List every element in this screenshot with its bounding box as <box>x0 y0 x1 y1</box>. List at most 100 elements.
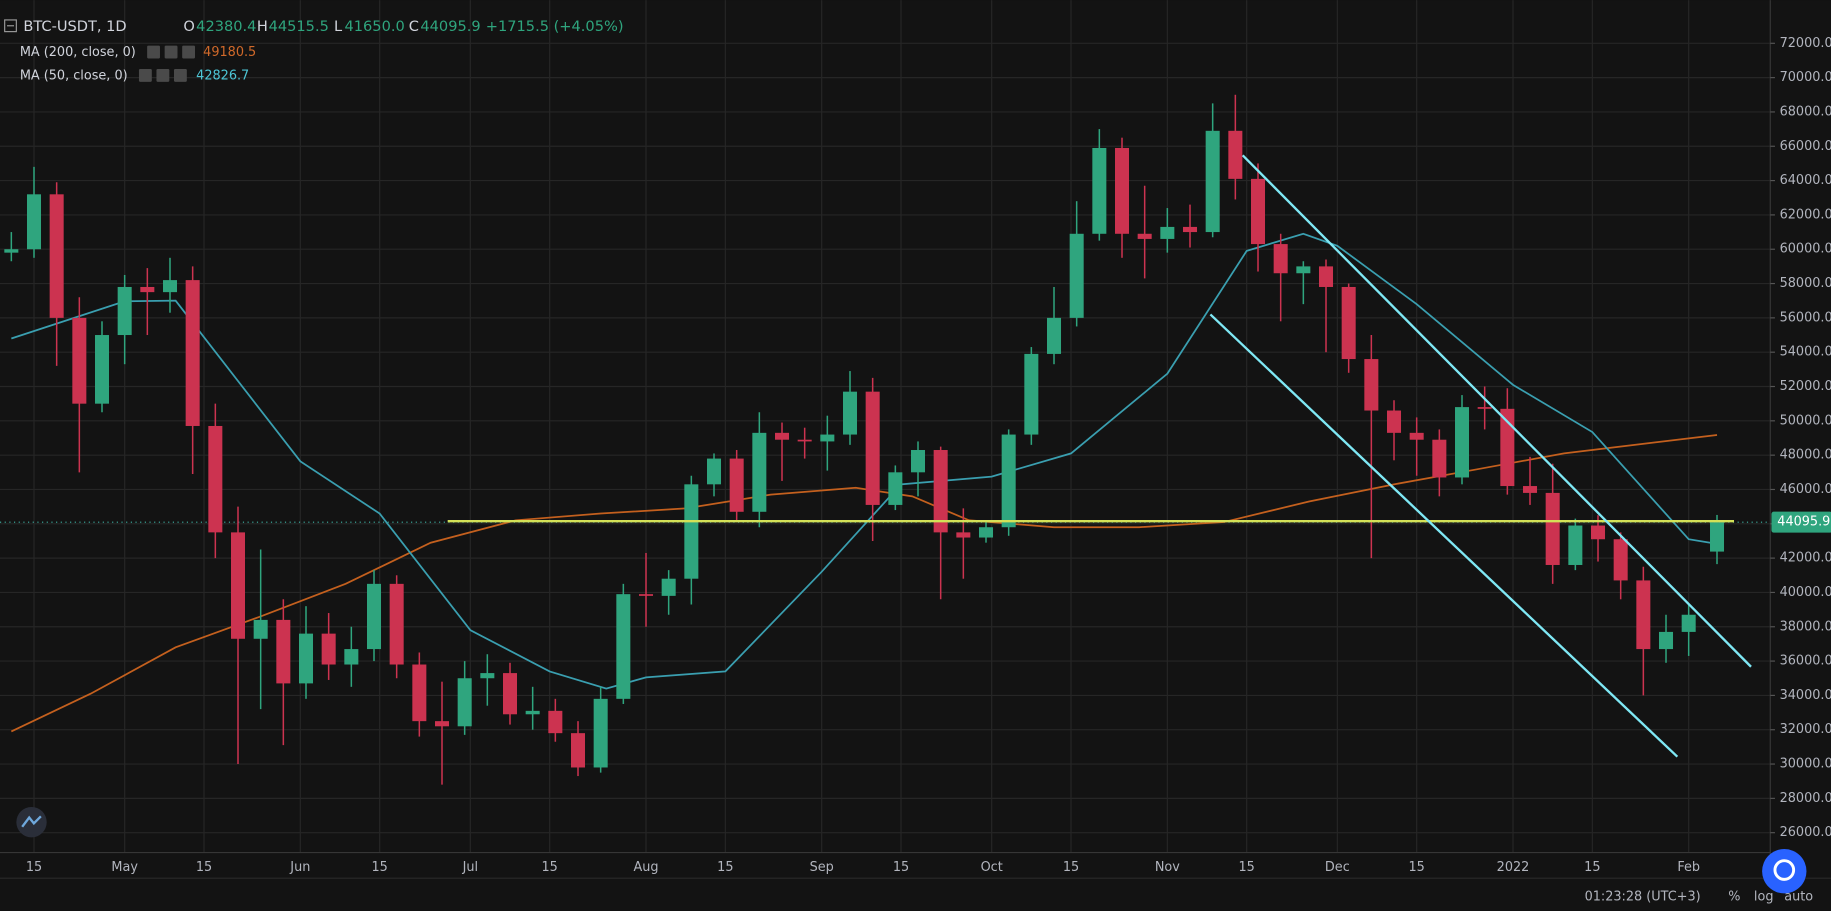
candle-body <box>1228 130 1243 179</box>
open-value: 42380.4 <box>196 18 256 35</box>
y-tick-label: 38000.0 <box>1780 619 1831 634</box>
candle-body <box>366 583 382 650</box>
candle-body <box>298 633 314 684</box>
x-tick-label: Feb <box>1677 860 1700 875</box>
candle-body <box>752 432 767 512</box>
candle-body <box>230 532 246 639</box>
settings-button[interactable] <box>138 68 152 82</box>
y-tick-label: 46000.0 <box>1780 482 1831 497</box>
trend-line <box>1209 313 1679 758</box>
candle-body <box>1205 130 1220 233</box>
auto-toggle[interactable]: auto <box>1784 889 1813 904</box>
y-tick-label: 62000.0 <box>1780 207 1831 222</box>
percent-toggle[interactable]: % <box>1728 889 1740 904</box>
axes: 26000.0 28000.0 30000.0 32000.0 34000.0 36000… <box>26 36 1831 875</box>
close-value: 44095.9 <box>420 18 480 35</box>
candle-body <box>1273 244 1288 274</box>
indicator-name[interactable]: MA (50, close, 0) <box>20 68 128 83</box>
indicator-name[interactable]: MA (200, close, 0) <box>20 45 136 60</box>
candle-body <box>1069 233 1084 318</box>
candle-body <box>684 484 699 579</box>
candle-body <box>1364 359 1379 411</box>
candle-body <box>774 432 790 440</box>
candle-body <box>1432 439 1447 478</box>
y-tick-label: 32000.0 <box>1780 722 1831 737</box>
settings-button[interactable] <box>147 45 160 59</box>
x-tick-label: May <box>111 860 138 875</box>
y-tick-label: 52000.0 <box>1780 379 1831 394</box>
candle-body <box>253 619 268 639</box>
candle-body <box>4 249 19 253</box>
x-tick-label: Jun <box>289 860 310 875</box>
x-tick-label: 15 <box>1063 860 1079 875</box>
y-tick-label: 58000.0 <box>1780 276 1831 291</box>
candle-body <box>593 698 608 768</box>
candle-body <box>502 673 518 715</box>
indicator-buttons <box>138 68 187 82</box>
indicator-buttons <box>147 45 196 59</box>
source-button[interactable] <box>164 45 178 59</box>
candle-body <box>1387 410 1402 433</box>
candle-body <box>797 439 812 442</box>
candle-body <box>185 280 200 426</box>
y-tick-label: 66000.0 <box>1780 139 1831 154</box>
y-tick-label: 40000.0 <box>1780 585 1831 600</box>
trend-line <box>1241 154 1752 668</box>
y-tick-label: 30000.0 <box>1780 757 1831 772</box>
source-button[interactable] <box>156 68 170 82</box>
chat-button[interactable] <box>1762 849 1807 894</box>
candle-body <box>117 286 132 336</box>
close-label: C <box>409 18 419 35</box>
y-tick-label: 70000.0 <box>1780 70 1831 85</box>
remove-button[interactable] <box>173 68 187 82</box>
log-toggle[interactable]: log <box>1754 889 1774 904</box>
chat-icon <box>1773 859 1796 881</box>
candle-body <box>570 733 586 768</box>
low-value: 41650.0 <box>344 18 404 35</box>
grid <box>0 0 1771 853</box>
x-tick-label: 15 <box>542 860 558 875</box>
remove-button[interactable] <box>182 45 196 59</box>
candle-body <box>49 194 64 318</box>
y-tick-label: 50000.0 <box>1780 413 1831 428</box>
x-tick-label: Jul <box>462 860 478 875</box>
candle-body <box>1659 631 1674 650</box>
x-tick-label: 15 <box>196 860 212 875</box>
candle-body <box>344 649 359 665</box>
candle-body <box>865 391 880 505</box>
candle-body <box>1409 432 1424 440</box>
change-value: +1715.5 (+4.05%) <box>486 18 624 35</box>
candle-body <box>979 527 994 538</box>
x-tick-label: 15 <box>372 860 388 875</box>
y-tick-label: 36000.0 <box>1780 654 1831 669</box>
y-tick-label: 28000.0 <box>1780 791 1831 806</box>
candle-body <box>548 710 563 734</box>
x-tick-label: Oct <box>981 860 1003 875</box>
candle-body <box>910 450 926 473</box>
candle-body <box>1251 178 1266 245</box>
candle-body <box>1160 226 1175 239</box>
candle-body <box>276 619 291 684</box>
candle-body <box>933 450 948 533</box>
high-label: H <box>257 18 268 35</box>
candle-body <box>1613 539 1628 581</box>
low-label: L <box>334 18 343 35</box>
x-tick-label: 15 <box>26 860 42 875</box>
candle-body <box>1092 147 1107 234</box>
candle-body <box>1681 614 1696 632</box>
x-tick-label: 15 <box>1239 860 1255 875</box>
price-label-box <box>1771 511 1831 533</box>
x-tick-label: 15 <box>893 860 909 875</box>
y-tick-label: 60000.0 <box>1780 242 1831 257</box>
y-tick-label: 48000.0 <box>1780 448 1831 463</box>
candle-body <box>26 194 42 250</box>
candle-body <box>729 458 744 512</box>
collapse-icon[interactable] <box>4 19 17 33</box>
logo-mark <box>21 815 42 828</box>
y-tick-label: 68000.0 <box>1780 104 1831 119</box>
y-tick-label: 64000.0 <box>1780 173 1831 188</box>
candle-body <box>1455 407 1470 478</box>
candle-body <box>842 391 858 435</box>
